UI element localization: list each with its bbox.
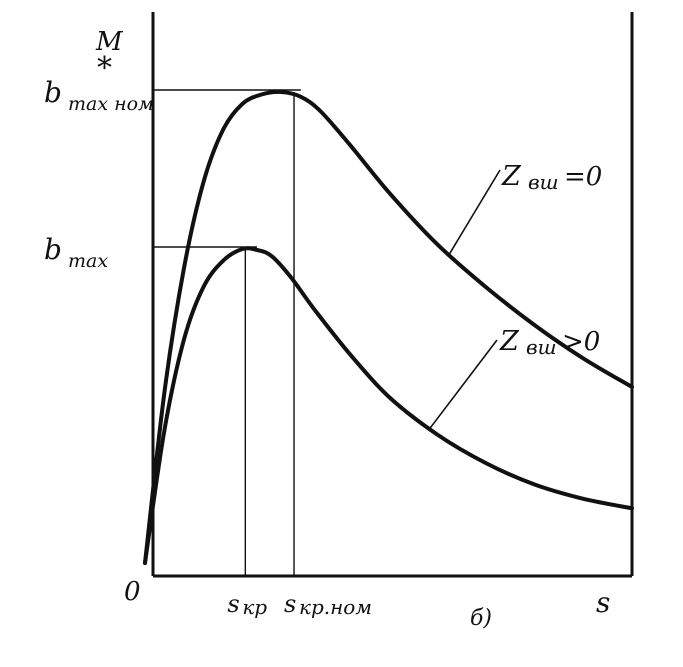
series-label-suffix-1: >0 <box>562 327 600 357</box>
series-label-sub-1: вш <box>526 335 557 359</box>
x-axis-label: s <box>596 586 610 619</box>
series-label-suffix-0: =0 <box>564 162 602 192</box>
series-line-0 <box>143 89 634 565</box>
series-leader-0 <box>448 169 501 256</box>
series-line-1 <box>143 246 634 565</box>
series-label-1: Z <box>499 326 520 357</box>
series-label-sub-0: вш <box>528 170 559 194</box>
x-tick-sub-1: кр.ном <box>299 595 372 619</box>
y-axis-label-sub: * <box>97 51 112 86</box>
x-tick-sub-0: кр <box>242 595 267 619</box>
y-tick-label-1: b <box>44 76 62 109</box>
x-tick-label-0: s <box>227 590 239 618</box>
guide-lines <box>153 89 301 576</box>
series-lines <box>143 89 634 565</box>
y-axis-label: M <box>95 27 124 57</box>
y-tick-label-0: b <box>44 233 62 266</box>
origin-label: 0 <box>124 577 141 607</box>
y-tick-sub-1: max ном <box>68 93 154 115</box>
x-tick-label-1: s <box>284 590 296 618</box>
y-tick-sub-0: max <box>68 250 108 272</box>
panel-label: б) <box>470 606 492 631</box>
series-label-0: Z <box>501 161 522 192</box>
series-leader-1 <box>428 339 498 430</box>
